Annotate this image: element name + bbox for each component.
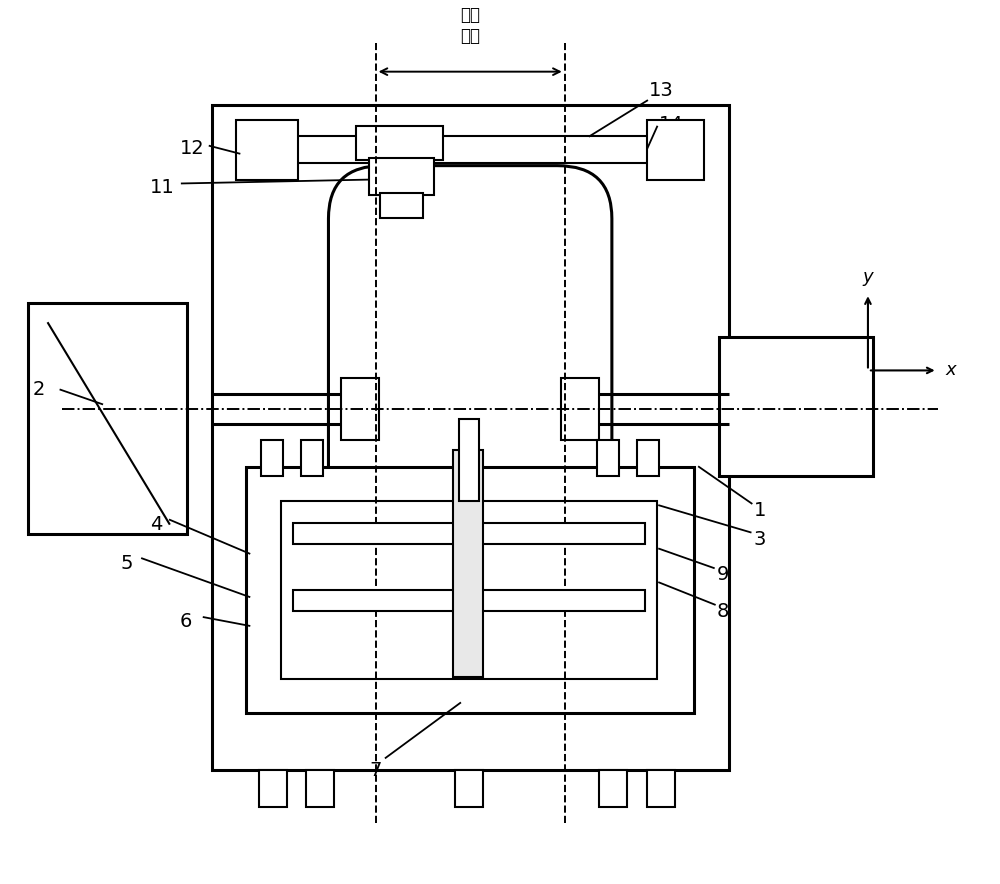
Bar <box>647 770 675 807</box>
Text: 6: 6 <box>180 612 192 630</box>
Bar <box>637 440 659 476</box>
Text: 3: 3 <box>754 530 766 549</box>
Bar <box>28 303 187 534</box>
Text: 5: 5 <box>120 553 133 573</box>
Text: 13: 13 <box>649 81 674 101</box>
Bar <box>597 440 619 476</box>
Text: 12: 12 <box>180 140 205 158</box>
Bar <box>293 522 645 544</box>
Bar <box>380 193 423 218</box>
Text: 测量
范围: 测量 范围 <box>460 6 480 45</box>
Bar <box>281 500 657 679</box>
Bar <box>212 105 729 770</box>
Bar <box>261 440 283 476</box>
Bar <box>241 136 699 164</box>
Text: y: y <box>863 268 873 286</box>
Text: 4: 4 <box>150 515 162 534</box>
Text: x: x <box>946 362 956 379</box>
Text: x: x <box>848 417 858 435</box>
Bar <box>236 120 298 179</box>
Bar <box>455 770 483 807</box>
Bar <box>259 770 287 807</box>
Text: 11: 11 <box>150 178 175 197</box>
Bar <box>719 337 873 476</box>
Text: 2: 2 <box>33 380 45 400</box>
FancyBboxPatch shape <box>328 165 612 613</box>
Bar <box>453 451 483 677</box>
Bar <box>369 158 434 195</box>
Text: 9: 9 <box>717 565 729 584</box>
Bar <box>561 378 599 440</box>
Bar <box>246 467 694 713</box>
Text: 1: 1 <box>754 500 766 520</box>
Bar <box>599 770 627 807</box>
Bar <box>459 419 479 500</box>
Bar <box>647 120 704 179</box>
Text: 7: 7 <box>370 761 382 780</box>
Bar <box>306 770 334 807</box>
Bar <box>293 591 645 612</box>
Bar <box>356 126 443 160</box>
Text: 8: 8 <box>717 602 729 621</box>
Text: 14: 14 <box>659 115 684 134</box>
Bar <box>301 440 323 476</box>
Bar <box>341 378 379 440</box>
